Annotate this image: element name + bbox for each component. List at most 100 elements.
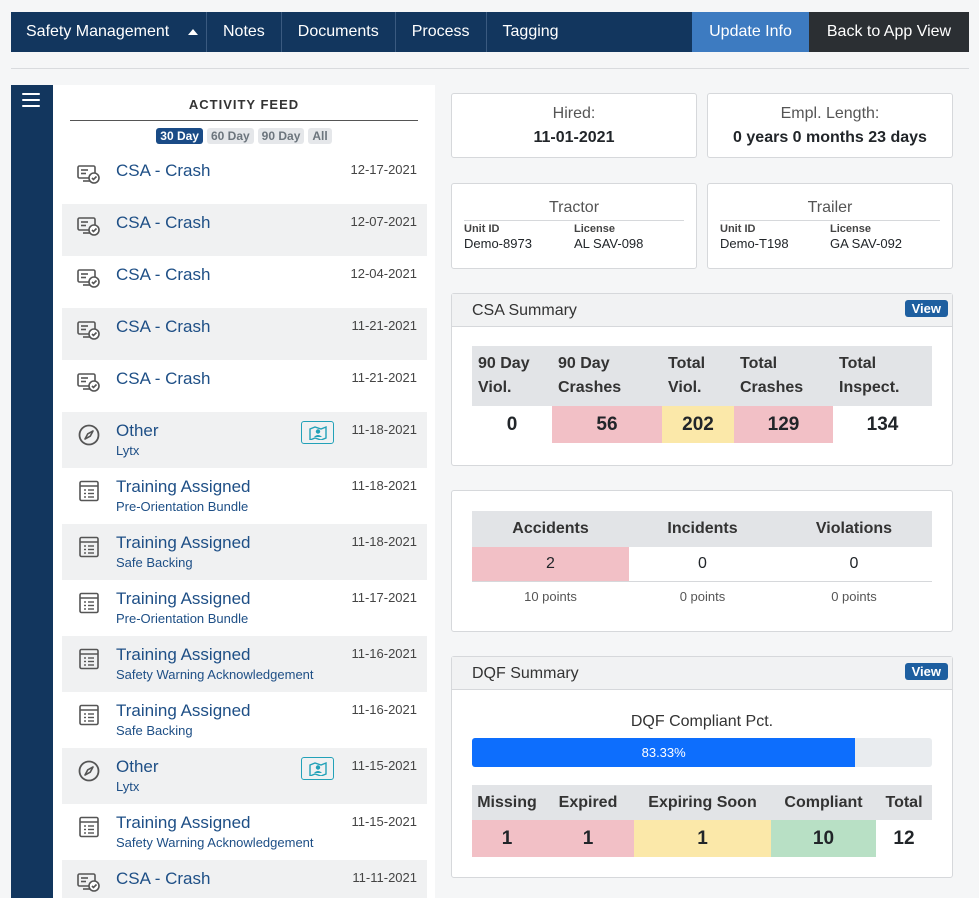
feed-item[interactable]: Training Assigned Safe Backing 11-16-2021: [62, 692, 427, 748]
feed-item[interactable]: Other Lytx 11-18-2021: [62, 412, 427, 468]
violations-value: 0: [776, 547, 932, 582]
csa-value-total-viol: 202: [662, 406, 734, 443]
filter-all[interactable]: All: [308, 128, 332, 144]
feed-item[interactable]: CSA - Crash 11-21-2021: [62, 360, 427, 412]
csa-view-button[interactable]: View: [904, 300, 948, 317]
training-checklist-icon: [77, 648, 101, 670]
filter-30-day[interactable]: 30 Day: [156, 128, 203, 144]
accidents-points: 10 points: [524, 588, 577, 604]
tab-safety-management[interactable]: Safety Management: [11, 12, 207, 52]
feed-filters: 30 Day 60 Day 90 Day All: [53, 128, 435, 144]
dqf-summary-title: DQF Summary: [472, 665, 579, 682]
dqf-view-button[interactable]: View: [904, 663, 948, 680]
filter-90-day[interactable]: 90 Day: [257, 128, 305, 144]
feed-item-title[interactable]: CSA - Crash: [116, 369, 211, 388]
nav-spacer: [575, 12, 692, 52]
feed-list: CSA - Crash 12-17-2021 CSA - Crash 12-07-20…: [62, 152, 427, 898]
feed-title: ACTIVITY FEED: [70, 97, 418, 121]
feed-item-title[interactable]: Training Assigned: [116, 645, 251, 664]
feed-item[interactable]: Training Assigned Pre-Orientation Bundle 1…: [62, 580, 427, 636]
tractor-unit-label: Unit ID: [464, 223, 500, 235]
hired-label: Hired:: [552, 105, 596, 122]
crash-report-icon: [77, 164, 101, 186]
hired-card: Hired: 11-01-2021: [451, 93, 697, 158]
dqf-progress-fill: 83.33%: [472, 738, 856, 767]
top-nav: Safety Management Notes Documents Proces…: [11, 12, 969, 52]
feed-item-subtitle: Pre-Orientation Bundle: [116, 611, 249, 626]
csa-header-total-crashes: Total Crashes: [734, 346, 833, 406]
feed-item-title[interactable]: Training Assigned: [116, 477, 251, 496]
filter-60-day[interactable]: 60 Day: [206, 128, 254, 144]
tab-notes[interactable]: Notes: [207, 12, 282, 52]
incidents-value: 0: [629, 547, 776, 582]
feed-item-title[interactable]: CSA - Crash: [116, 161, 211, 180]
feed-item-title[interactable]: CSA - Crash: [116, 317, 211, 336]
feed-item[interactable]: CSA - Crash 12-07-2021: [62, 204, 427, 256]
feed-item-date: 11-16-2021: [351, 702, 417, 717]
feed-item-title[interactable]: Training Assigned: [116, 589, 251, 608]
feed-item[interactable]: Training Assigned Safety Warning Acknowle…: [62, 804, 427, 860]
feed-item[interactable]: Training Assigned Pre-Orientation Bundle 1…: [62, 468, 427, 524]
trailer-license-value: GA SAV-092: [830, 236, 903, 251]
crash-report-icon: [77, 216, 101, 238]
feed-item-title[interactable]: CSA - Crash: [116, 265, 211, 284]
tab-process[interactable]: Process: [396, 12, 487, 52]
trailer-card: Trailer Unit ID Demo-T198 License GA SAV…: [707, 183, 953, 269]
feed-item[interactable]: Other Lytx 11-15-2021: [62, 748, 427, 804]
feed-item-title[interactable]: Training Assigned: [116, 533, 251, 552]
feed-item-date: 11-16-2021: [351, 646, 417, 661]
map-icon[interactable]: [301, 421, 334, 444]
dqf-summary-panel: DQF Summary View DQF Compliant Pct. 83.3…: [451, 656, 953, 878]
incidents-header: Incidents: [629, 511, 776, 547]
map-icon[interactable]: [301, 757, 334, 780]
csa-value-90-day-viol: 0: [506, 413, 518, 435]
tab-documents[interactable]: Documents: [282, 12, 396, 52]
feed-item-title[interactable]: Training Assigned: [116, 813, 251, 832]
feed-item[interactable]: Training Assigned Safety Warning Acknowle…: [62, 636, 427, 692]
feed-item-date: 11-18-2021: [351, 422, 417, 437]
feed-item-subtitle: Lytx: [116, 443, 140, 458]
dqf-header-expired: Expired: [542, 785, 634, 820]
feed-item-date: 11-18-2021: [351, 478, 417, 493]
compass-icon: [77, 760, 101, 782]
empl-length-label: Empl. Length:: [780, 105, 880, 122]
feed-item-title[interactable]: Other: [116, 757, 159, 776]
hired-value: 11-01-2021: [533, 129, 615, 146]
hamburger-menu-icon[interactable]: [22, 93, 40, 107]
crash-report-icon: [77, 872, 101, 894]
tractor-title: Tractor: [464, 199, 684, 221]
dqf-header-total: Total: [876, 785, 932, 820]
tractor-license-label: License: [574, 223, 615, 235]
feed-item-title[interactable]: CSA - Crash: [116, 869, 211, 888]
dqf-value-expiring-soon: 1: [634, 820, 771, 857]
feed-item[interactable]: CSA - Crash 12-04-2021: [62, 256, 427, 308]
training-checklist-icon: [77, 704, 101, 726]
training-checklist-icon: [77, 592, 101, 614]
violations-header: Violations: [776, 511, 932, 547]
feed-item-title[interactable]: Other: [116, 421, 159, 440]
dqf-value-missing: 1: [472, 820, 542, 857]
feed-item-date: 12-07-2021: [350, 214, 418, 229]
feed-item-title[interactable]: CSA - Crash: [116, 213, 211, 232]
feed-item[interactable]: CSA - Crash 11-21-2021: [62, 308, 427, 360]
feed-item-title[interactable]: Training Assigned: [116, 701, 251, 720]
feed-item[interactable]: CSA - Crash 11-11-2021: [62, 860, 427, 898]
feed-item-date: 12-17-2021: [350, 162, 418, 177]
feed-item-subtitle: Safe Backing: [116, 723, 193, 738]
tractor-unit-value: Demo-8973: [464, 236, 532, 251]
tab-tagging[interactable]: Tagging: [502, 23, 559, 40]
update-info-button[interactable]: Update Info: [692, 12, 809, 52]
feed-item[interactable]: Training Assigned Safe Backing 11-18-2021: [62, 524, 427, 580]
feed-item-date: 11-21-2021: [351, 318, 417, 333]
feed-item-subtitle: Pre-Orientation Bundle: [116, 499, 249, 514]
back-to-app-view-button[interactable]: Back to App View: [809, 12, 969, 52]
feed-item[interactable]: CSA - Crash 12-17-2021: [62, 152, 427, 204]
feed-item-date: 12-04-2021: [350, 266, 418, 281]
crash-report-icon: [77, 268, 101, 290]
activity-feed: ACTIVITY FEED 30 Day 60 Day 90 Day All C…: [53, 85, 435, 898]
feed-item-subtitle: Safety Warning Acknowledgement: [116, 667, 314, 682]
feed-item-subtitle: Lytx: [116, 779, 140, 794]
trailer-title: Trailer: [720, 199, 940, 221]
trailer-unit-label: Unit ID: [720, 223, 756, 235]
caret-up-icon: [188, 29, 198, 35]
